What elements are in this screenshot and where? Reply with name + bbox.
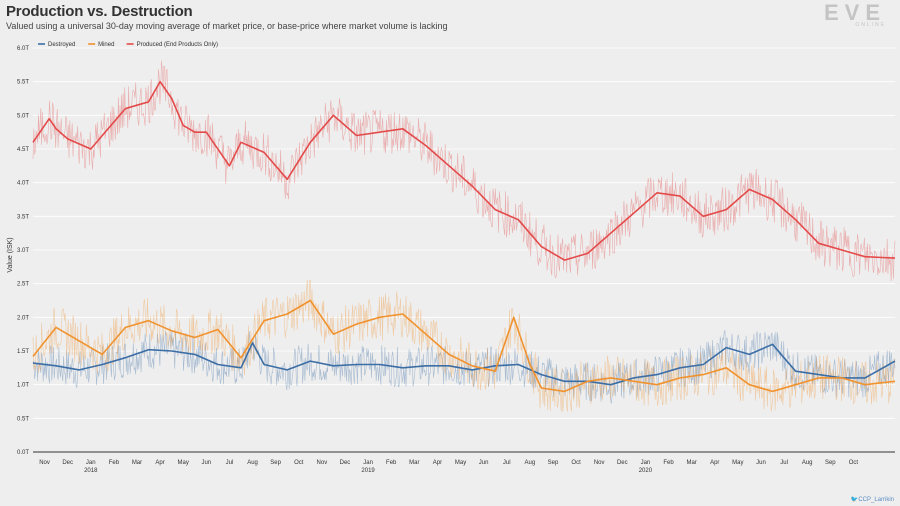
series-line-produced xyxy=(32,80,896,261)
x-tick-label: Dec xyxy=(340,460,351,466)
y-tick-label: 5.5T xyxy=(17,80,29,86)
x-tick-label: Aug xyxy=(802,460,813,466)
y-tick-label: 6.0T xyxy=(17,46,29,52)
x-tick-label: May xyxy=(455,460,466,466)
series-lines xyxy=(32,80,896,393)
y-tick-label: 1.5T xyxy=(17,349,29,355)
x-tick-label: Apr xyxy=(155,460,164,466)
series-line-destroyed xyxy=(32,342,896,386)
x-tick-label: Oct xyxy=(294,460,304,466)
x-tick-label: Sep xyxy=(825,460,836,466)
x-tick-label: Jun xyxy=(479,460,489,466)
y-tick-label: 2.5T xyxy=(17,282,29,288)
x-tick-label: Jul xyxy=(780,460,788,466)
legend-label-produced: Produced (End Products Only) xyxy=(137,42,218,48)
noise-line-mined xyxy=(32,279,896,412)
y-tick-label: 0.0T xyxy=(17,450,29,456)
x-tick-label: Aug xyxy=(247,460,258,466)
x-tick-year: 2019 xyxy=(361,468,375,474)
x-tick-label: May xyxy=(732,460,743,466)
x-tick-label: Apr xyxy=(433,460,442,466)
series-line-mined xyxy=(32,299,896,393)
x-tick-year: 2018 xyxy=(84,468,98,474)
logo-main-text: EVE xyxy=(823,0,886,25)
x-tick-label: Jul xyxy=(226,460,234,466)
x-tick-label: Mar xyxy=(132,460,142,466)
x-tick-label: Feb xyxy=(663,460,674,466)
legend: Destroyed Mined Produced (End Products Onl… xyxy=(38,42,218,48)
x-tick-label: Aug xyxy=(525,460,536,466)
x-tick-label: Nov xyxy=(39,460,50,466)
x-tick-label: Jan xyxy=(641,460,651,466)
y-tick-label: 4.5T xyxy=(17,147,29,153)
x-tick-label: Dec xyxy=(62,460,73,466)
twitter-bird-icon: 🐦 xyxy=(850,497,859,503)
x-tick-label: Sep xyxy=(548,460,559,466)
x-tick-label: Feb xyxy=(386,460,397,466)
legend-label-destroyed: Destroyed xyxy=(48,42,75,48)
noise-line-destroyed xyxy=(32,329,896,404)
x-tick-label: May xyxy=(178,460,189,466)
y-tick-label: 0.5T xyxy=(17,416,29,422)
x-tick-label: Jan xyxy=(86,460,96,466)
x-tick-label: Jun xyxy=(756,460,766,466)
chart-title: Production vs. Destruction xyxy=(6,3,193,20)
y-tick-label: 5.0T xyxy=(17,113,29,119)
chart-subtitle: Valued using a universal 30-day moving a… xyxy=(6,21,448,31)
y-axis-label: Value (ISK) xyxy=(7,237,14,272)
x-tick-label: Jul xyxy=(503,460,511,466)
y-tick-label: 1.0T xyxy=(17,383,29,389)
y-axis-ticks: 0.0T 0.5T 1.0T 1.5T 2.0T 2.5T 3.0T 3.5T 4.0T 4.5T… xyxy=(17,46,29,456)
y-tick-label: 2.0T xyxy=(17,315,29,321)
x-tick-label: Mar xyxy=(686,460,696,466)
y-tick-label: 4.0T xyxy=(17,181,29,187)
y-tick-label: 3.0T xyxy=(17,248,29,254)
x-axis-ticks: Nov Dec Jan 2018 Feb Mar Apr May Jun Jul Aug Sep Oct… xyxy=(39,460,858,474)
legend-label-mined: Mined xyxy=(98,42,114,48)
x-tick-label: Feb xyxy=(109,460,120,466)
daily-noise-lines xyxy=(32,60,896,412)
x-tick-label: Apr xyxy=(710,460,719,466)
x-tick-label: Nov xyxy=(594,460,605,466)
x-tick-label: Mar xyxy=(409,460,419,466)
noise-line-produced xyxy=(32,60,896,282)
eve-online-logo: EVE ONLINE xyxy=(823,0,886,29)
x-tick-label: Jan xyxy=(363,460,373,466)
grid-lines xyxy=(33,47,895,453)
x-tick-label: Dec xyxy=(617,460,628,466)
x-tick-label: Sep xyxy=(270,460,281,466)
x-tick-year: 2020 xyxy=(639,468,653,474)
logo-sub-text: ONLINE xyxy=(855,22,886,28)
x-tick-label: Nov xyxy=(317,460,328,466)
author-credit: 🐦CCP_Larrikin xyxy=(851,496,894,503)
author-credit-text: CCP_Larrikin xyxy=(858,497,894,503)
x-tick-label: Oct xyxy=(571,460,581,466)
x-tick-label: Jun xyxy=(201,460,211,466)
y-tick-label: 3.5T xyxy=(17,214,29,220)
x-tick-label: Oct xyxy=(849,460,859,466)
